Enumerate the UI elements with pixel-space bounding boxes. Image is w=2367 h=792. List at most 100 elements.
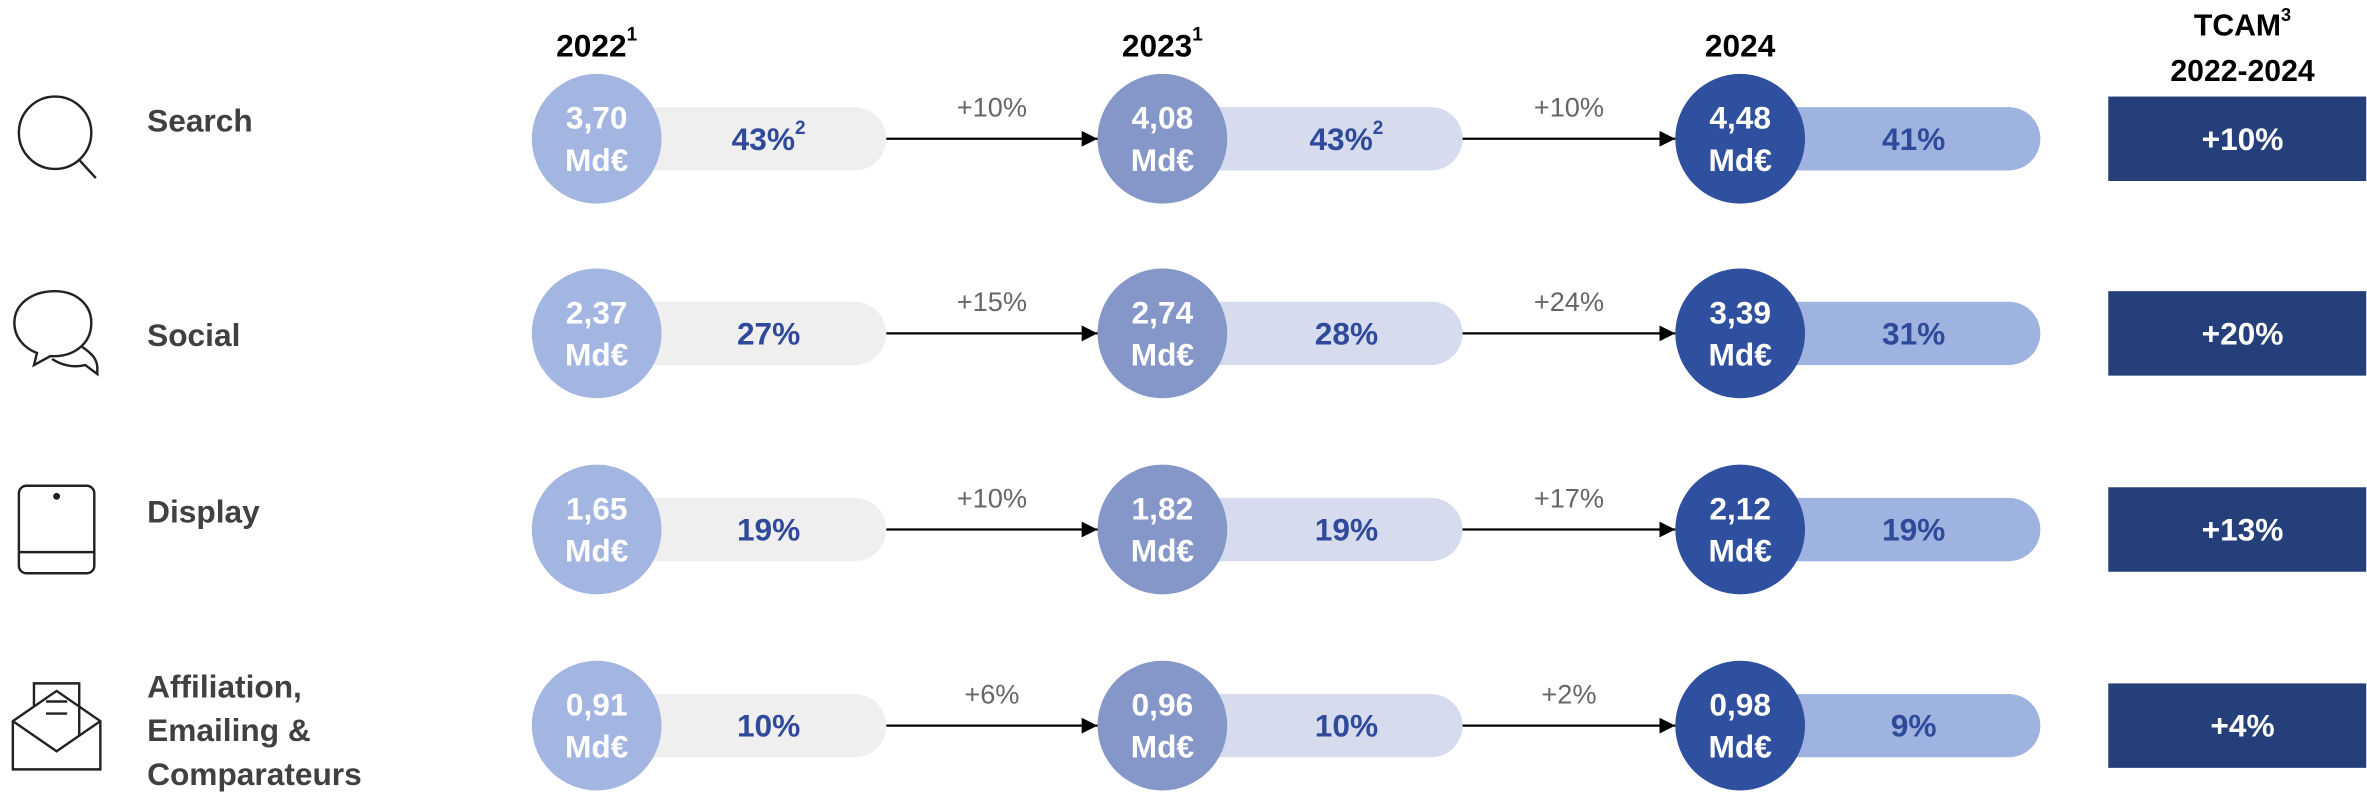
unit: Md€: [565, 337, 629, 373]
footnote: 1: [1192, 24, 1203, 45]
share-pill: [596, 497, 887, 562]
share: 43%2: [732, 118, 806, 157]
amount-circle: [1675, 73, 1806, 204]
year-header: 2024: [1705, 27, 1776, 63]
tcam-box: [2108, 487, 2367, 572]
share: 19%: [737, 512, 800, 548]
growth-label: +2%: [1541, 678, 1596, 709]
tcam-value: +20%: [2202, 315, 2284, 351]
amount: 4,48: [1709, 100, 1771, 136]
amount-circle: [531, 73, 662, 204]
growth-label: +24%: [1534, 286, 1604, 317]
year-header-text: 2023: [1122, 27, 1192, 63]
tcam-header: TCAM3: [2194, 5, 2291, 42]
amount-circle: [1675, 660, 1806, 791]
share-text: 10%: [1315, 708, 1378, 744]
row-label: Social: [147, 317, 240, 353]
amount: 1,82: [1132, 490, 1194, 526]
share: 19%: [1315, 512, 1378, 548]
share: 43%2: [1309, 118, 1383, 157]
unit: Md€: [1709, 337, 1773, 373]
growth-label: +10%: [957, 482, 1027, 513]
unit: Md€: [565, 729, 629, 765]
share: 9%: [1891, 708, 1937, 744]
amount: 2,74: [1132, 294, 1194, 330]
tcam-value: +10%: [2202, 121, 2284, 157]
amount: 0,98: [1709, 687, 1771, 723]
share-pill: [596, 107, 887, 171]
amount-circle: [531, 660, 662, 791]
year-header: 20221: [556, 24, 637, 63]
share: 28%: [1315, 315, 1378, 351]
share-text: 28%: [1315, 315, 1378, 351]
share-text: 10%: [737, 708, 800, 744]
share-pill: [1740, 301, 2041, 366]
unit: Md€: [1131, 533, 1195, 569]
share-pill: [1740, 107, 2041, 171]
share-pill: [1162, 693, 1463, 758]
amount-circle: [1675, 464, 1806, 595]
row-label: Search: [147, 103, 253, 139]
amount: 3,39: [1709, 294, 1771, 330]
tcam-box: [2108, 291, 2367, 376]
tcam-period-text: 2022-2024: [2170, 54, 2314, 87]
growth-label: +17%: [1534, 482, 1604, 513]
year-header: 20231: [1122, 24, 1203, 63]
footnote: 2: [795, 118, 806, 139]
tcam-period: 2022-2024: [2170, 54, 2314, 87]
share-pill: [1740, 497, 2041, 562]
share-text: 19%: [737, 512, 800, 548]
footnote: 3: [2281, 5, 2291, 25]
growth-label: +15%: [957, 286, 1027, 317]
unit: Md€: [565, 142, 629, 178]
row-label: Comparateurs: [147, 756, 362, 792]
unit: Md€: [1131, 337, 1195, 373]
footnote: 2: [1373, 118, 1384, 139]
amount-circle: [1097, 73, 1228, 204]
mail-icon: [11, 682, 102, 771]
growth-label: +10%: [1534, 92, 1604, 123]
amount: 3,70: [566, 100, 628, 136]
unit: Md€: [565, 533, 629, 569]
share-text: 9%: [1891, 708, 1937, 744]
display-icon: [17, 484, 96, 575]
growth-label: +6%: [964, 678, 1019, 709]
tcam-header-text: TCAM: [2194, 9, 2281, 42]
amount-circle: [531, 268, 662, 399]
share-pill: [1162, 107, 1463, 171]
share: 10%: [1315, 708, 1378, 744]
tcam-box: [2108, 96, 2367, 182]
unit: Md€: [1709, 142, 1773, 178]
unit: Md€: [1709, 729, 1773, 765]
row-label: Display: [147, 493, 260, 529]
year-header-text: 2022: [556, 27, 626, 63]
share-pill: [1162, 497, 1463, 562]
share-pill: [596, 301, 887, 366]
growth-label: +10%: [957, 92, 1027, 123]
row-label: Affiliation,: [147, 668, 302, 704]
amount: 4,08: [1132, 100, 1194, 136]
share-text: 41%: [1882, 121, 1945, 157]
share: 27%: [737, 315, 800, 351]
amount-circle: [531, 464, 662, 595]
social-icon: [13, 289, 99, 377]
amount: 0,91: [566, 687, 628, 723]
amount: 1,65: [566, 490, 628, 526]
share-text: 27%: [737, 315, 800, 351]
share: 19%: [1882, 512, 1945, 548]
search-icon: [17, 95, 97, 179]
share-pill: [596, 693, 887, 758]
unit: Md€: [1709, 533, 1773, 569]
amount: 2,37: [566, 294, 628, 330]
tcam-value: +4%: [2210, 708, 2274, 744]
amount-circle: [1675, 268, 1806, 399]
share: 31%: [1882, 315, 1945, 351]
share-text: 43%: [732, 121, 795, 157]
footnote: 1: [627, 24, 638, 45]
amount-circle: [1097, 660, 1228, 791]
tcam-box: [2108, 683, 2367, 768]
amount-circle: [1097, 464, 1228, 595]
amount: 0,96: [1132, 687, 1194, 723]
unit: Md€: [1131, 729, 1195, 765]
